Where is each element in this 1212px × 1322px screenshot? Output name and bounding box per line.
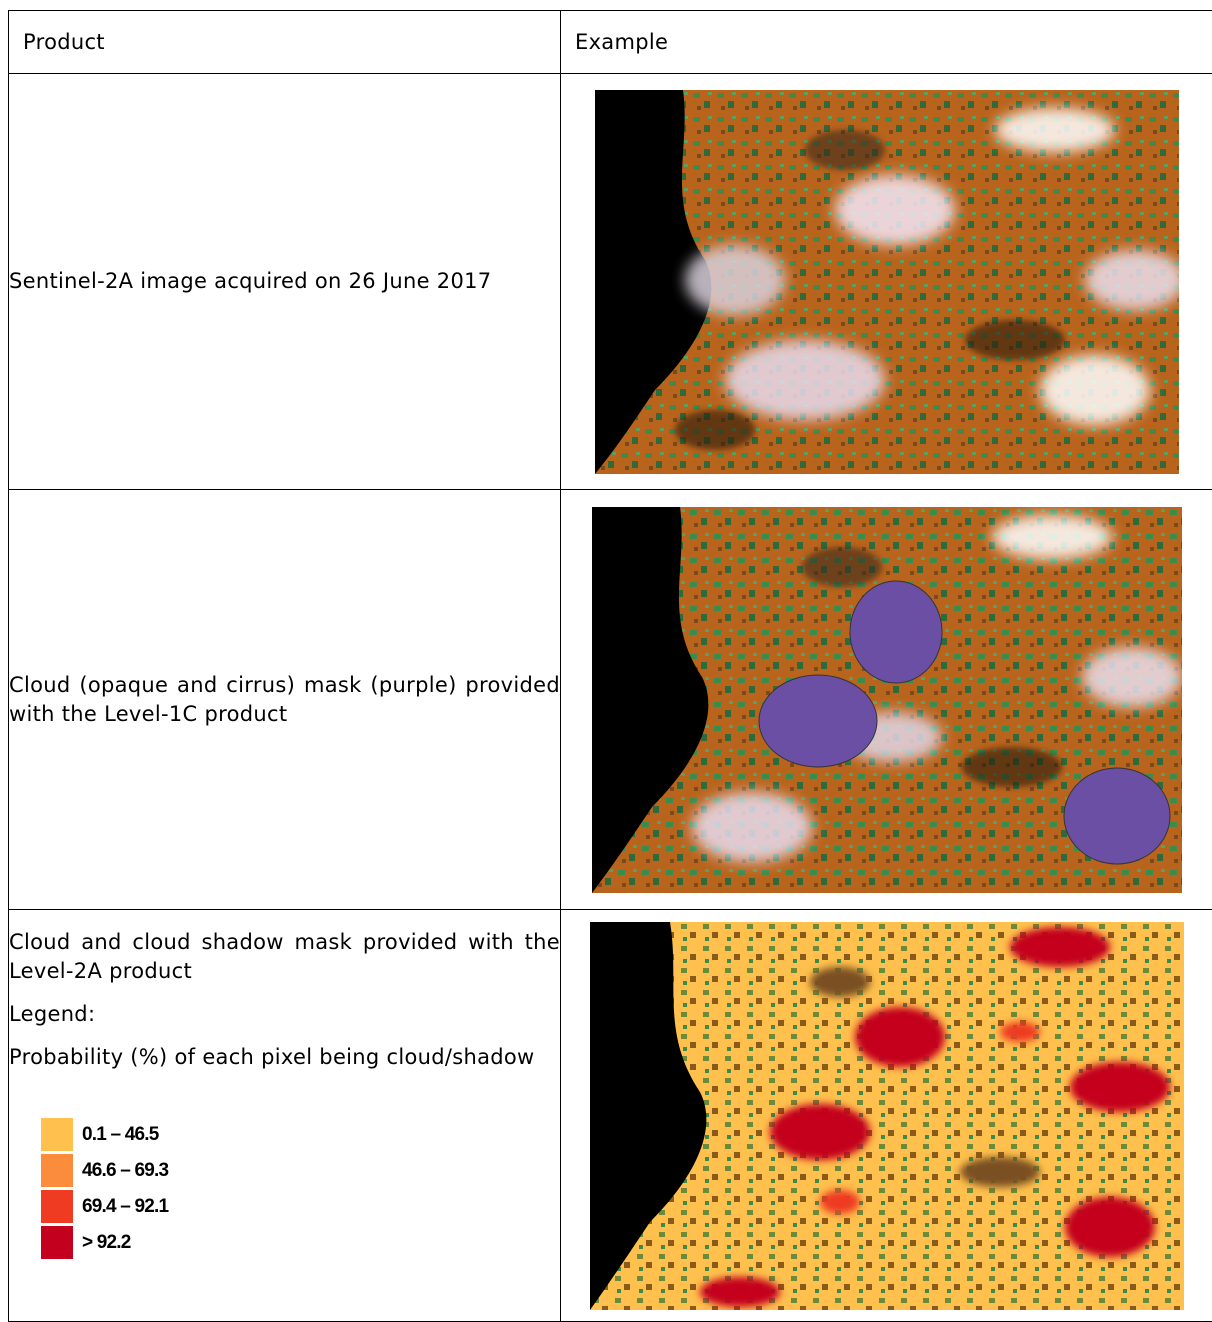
cloud-mask-image xyxy=(592,507,1182,893)
header-example: Example xyxy=(561,11,1212,74)
table-row: Cloud and cloud shadow mask provided wit… xyxy=(9,910,1212,1322)
legend-label: > 92.2 xyxy=(82,1228,131,1257)
legend-label: 46.6 – 69.3 xyxy=(82,1156,168,1185)
legend-item: 46.6 – 69.3 xyxy=(41,1152,560,1188)
legend-swatch xyxy=(41,1154,73,1187)
legend-swatch xyxy=(41,1190,73,1223)
legend-title: Legend: xyxy=(9,1000,560,1029)
legend: 0.1 – 46.5 46.6 – 69.3 69.4 – 92.1 > 92.… xyxy=(41,1116,560,1260)
legend-swatch xyxy=(41,1118,73,1151)
product-description: Cloud and cloud shadow mask provided wit… xyxy=(9,910,561,1322)
product-description: Cloud (opaque and cirrus) mask (purple) … xyxy=(9,490,561,910)
example-image-cell xyxy=(561,910,1212,1322)
table-row: Sentinel-2A image acquired on 26 June 20… xyxy=(9,74,1212,490)
product-table: Product Example Sentinel-2A image acquir… xyxy=(8,10,1212,1322)
cloud-shadow-probability-image xyxy=(590,922,1184,1310)
example-image-cell xyxy=(561,74,1212,490)
header-product: Product xyxy=(9,11,561,74)
legend-label: 0.1 – 46.5 xyxy=(82,1120,159,1149)
header-row: Product Example xyxy=(9,11,1212,74)
legend-label: 69.4 – 92.1 xyxy=(82,1192,168,1221)
legend-swatch xyxy=(41,1226,73,1259)
legend-description: Probability (%) of each pixel being clou… xyxy=(9,1043,560,1072)
table-row: Cloud (opaque and cirrus) mask (purple) … xyxy=(9,490,1212,910)
legend-item: 0.1 – 46.5 xyxy=(41,1116,560,1152)
legend-item: > 92.2 xyxy=(41,1224,560,1260)
example-image-cell xyxy=(561,490,1212,910)
product-description: Sentinel-2A image acquired on 26 June 20… xyxy=(9,74,561,490)
legend-item: 69.4 – 92.1 xyxy=(41,1188,560,1224)
sentinel-image xyxy=(595,90,1179,474)
